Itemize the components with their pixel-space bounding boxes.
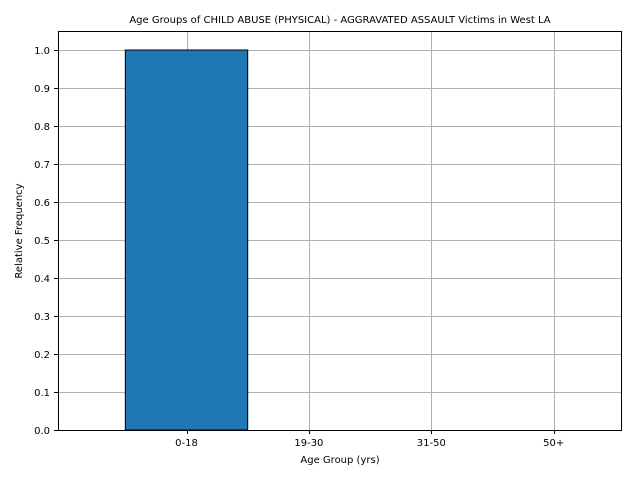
x-tick-label: 50+ [543, 438, 564, 449]
y-tick-label: 0.8 [34, 122, 50, 133]
plot-frame [58, 31, 622, 431]
y-tick-label: 0.1 [34, 388, 50, 399]
y-tick-label: 1.0 [34, 46, 50, 57]
y-tick-label: 0.7 [34, 160, 50, 171]
chart-title: Age Groups of CHILD ABUSE (PHYSICAL) - A… [129, 15, 550, 26]
x-tick-label: 19-30 [294, 438, 323, 449]
y-axis-label: Relative Frequency [14, 183, 25, 278]
y-tick-label: 0.2 [34, 350, 50, 361]
ticks-layer: 0.0 0.1 0.2 0.3 0.4 0.5 0.6 0.7 0.8 0.9 1.0 0-18 19-… [34, 46, 564, 449]
x-tick-label: 0-18 [175, 438, 198, 449]
y-tick-label: 0.9 [34, 84, 50, 95]
x-axis-label: Age Group (yrs) [300, 455, 379, 466]
y-tick-label: 0.5 [34, 236, 50, 247]
y-tick-label: 0.6 [34, 198, 50, 209]
y-tick-label: 0.0 [34, 426, 50, 437]
x-tick-label: 31-50 [417, 438, 446, 449]
bars-layer [124, 49, 249, 431]
y-tick-label: 0.3 [34, 312, 50, 323]
y-tick-label: 0.4 [34, 274, 50, 285]
bar-0-18 [124, 49, 249, 431]
